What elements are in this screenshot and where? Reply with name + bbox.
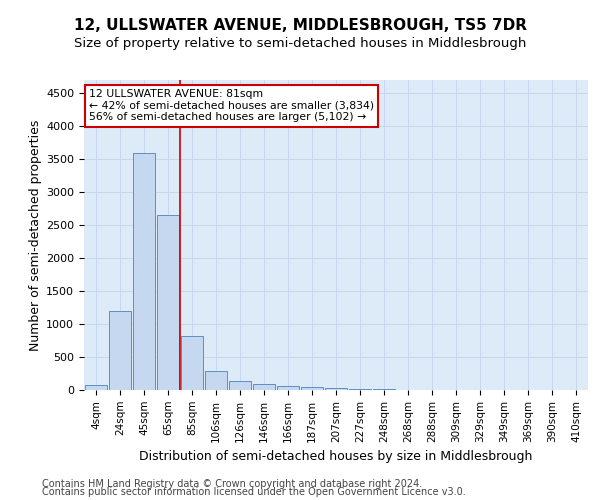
Y-axis label: Number of semi-detached properties: Number of semi-detached properties [29,120,42,350]
Text: Contains HM Land Registry data © Crown copyright and database right 2024.: Contains HM Land Registry data © Crown c… [42,479,422,489]
Text: 12 ULLSWATER AVENUE: 81sqm
← 42% of semi-detached houses are smaller (3,834)
56%: 12 ULLSWATER AVENUE: 81sqm ← 42% of semi… [89,90,374,122]
Text: Size of property relative to semi-detached houses in Middlesbrough: Size of property relative to semi-detach… [74,38,526,51]
Bar [85,385,107,390]
Bar [349,389,371,390]
Bar [229,381,251,390]
Text: 12, ULLSWATER AVENUE, MIDDLESBROUGH, TS5 7DR: 12, ULLSWATER AVENUE, MIDDLESBROUGH, TS5… [74,18,527,32]
Bar [181,336,203,390]
Bar [133,152,155,390]
Text: Contains public sector information licensed under the Open Government Licence v3: Contains public sector information licen… [42,487,466,497]
Bar [157,215,179,390]
X-axis label: Distribution of semi-detached houses by size in Middlesbrough: Distribution of semi-detached houses by … [139,450,533,463]
Bar [301,387,323,390]
Bar [277,386,299,390]
Bar [253,384,275,390]
Bar [109,311,131,390]
Bar [325,388,347,390]
Bar [205,371,227,390]
